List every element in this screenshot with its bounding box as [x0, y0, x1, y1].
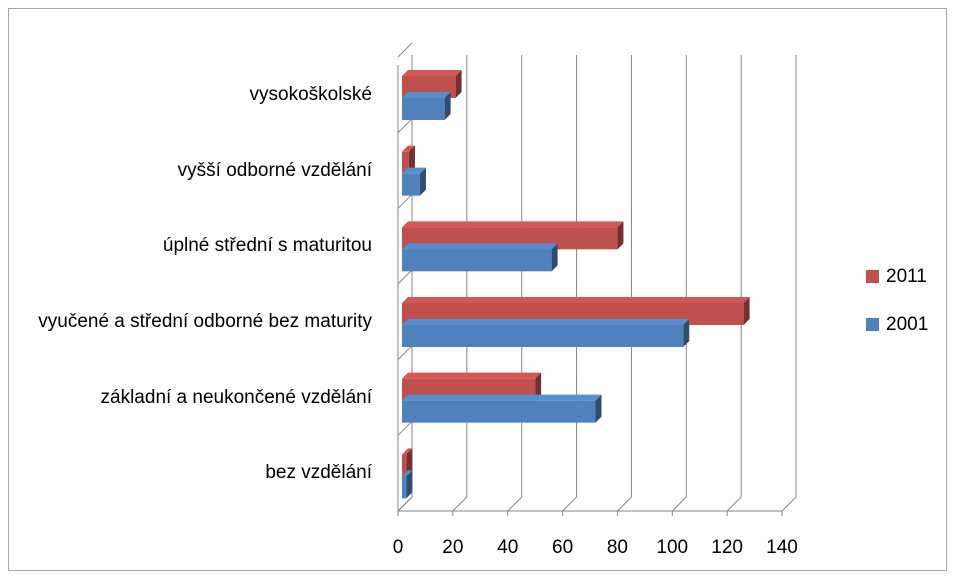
- x-tick-label: 100: [656, 537, 688, 558]
- y-tick-label: základní a neukončené vzdělání: [100, 386, 372, 408]
- bar: [402, 470, 413, 499]
- floor-grid-line: [397, 496, 413, 512]
- bar-side: [617, 221, 624, 250]
- bar: [402, 319, 690, 347]
- category-tick: [397, 118, 413, 134]
- x-tick-label: 140: [766, 537, 798, 558]
- category-tick: [397, 345, 413, 361]
- category-tick: [397, 193, 413, 209]
- y-tick-label-box: základní a neukončené vzdělání: [4, 360, 372, 436]
- bar: [402, 167, 426, 196]
- bar-top: [402, 70, 462, 76]
- bar-top: [402, 319, 690, 325]
- bar-front: [402, 173, 420, 196]
- legend-swatch: [866, 270, 879, 283]
- x-tick-label: 20: [442, 537, 463, 558]
- bar: [402, 145, 415, 174]
- bar-side: [406, 470, 413, 499]
- x-tick-label: 80: [607, 537, 628, 558]
- y-tick-label-box: vysokoškolské: [4, 57, 373, 133]
- bar-side: [419, 167, 426, 196]
- y-tick-label: vyšší odborné vzdělání: [177, 159, 372, 181]
- legend-label: 2001: [886, 314, 928, 335]
- bar-side: [535, 372, 542, 401]
- bar-side: [444, 92, 451, 120]
- y-tick-label-box: vyučené a střední odborné bez maturity: [4, 284, 372, 360]
- bar-top: [402, 297, 750, 303]
- bar-top: [402, 221, 624, 228]
- legend-label: 2011: [886, 266, 927, 287]
- bar-side: [683, 319, 690, 347]
- y-tick-label: vysokoškolské: [249, 84, 373, 105]
- x-tick-label: 40: [497, 537, 518, 558]
- x-tick-label: 60: [552, 537, 573, 558]
- y-tick-label-box: vyšší odborné vzdělání: [4, 133, 372, 209]
- bar-front: [402, 325, 684, 347]
- y-tick-label-box: úplné střední s maturitou: [4, 208, 372, 284]
- floor-grid-line: [562, 496, 577, 512]
- bar-front: [402, 454, 407, 477]
- y-tick-label-box: bez vzdělání: [4, 435, 372, 511]
- floor-grid-line: [726, 496, 742, 512]
- bar: [402, 394, 602, 423]
- legend-swatch: [866, 318, 879, 331]
- bar: [402, 448, 413, 477]
- floor-grid-line: [781, 496, 797, 512]
- bar-top: [402, 470, 413, 477]
- floor-grid-line: [617, 496, 632, 512]
- bar: [402, 243, 558, 272]
- bar-side: [743, 297, 750, 325]
- bar-side: [408, 145, 415, 174]
- x-tick-label: 0: [393, 537, 404, 558]
- bar: [402, 92, 451, 120]
- bar-top: [402, 372, 542, 379]
- chart-border: [8, 8, 947, 571]
- y-tick-label: vyučené a střední odborné bez maturity: [38, 311, 372, 332]
- floor-grid-line: [452, 496, 468, 512]
- bar-top: [402, 167, 426, 174]
- bar-top: [402, 394, 602, 401]
- category-tick: [397, 420, 413, 436]
- category-tick: [397, 42, 413, 58]
- x-tick-label: 120: [711, 537, 743, 558]
- category-tick: [397, 269, 413, 285]
- bar-top: [402, 448, 413, 455]
- bar-side: [551, 243, 558, 272]
- bar-front: [402, 476, 407, 499]
- bar-top: [402, 145, 415, 152]
- y-tick-label: bez vzdělání: [265, 462, 372, 484]
- bar-front: [402, 151, 409, 174]
- y-tick-label: úplné střední s maturitou: [162, 235, 372, 257]
- bar-side: [455, 70, 462, 98]
- bar-front: [402, 98, 445, 120]
- bar-top: [402, 243, 558, 250]
- bar-side: [595, 394, 602, 423]
- bar-side: [406, 448, 413, 477]
- bar-front: [402, 249, 552, 272]
- floor-grid-line: [507, 496, 523, 512]
- bar-top: [402, 92, 451, 98]
- bar-front: [402, 400, 596, 423]
- floor-grid-line: [671, 496, 687, 512]
